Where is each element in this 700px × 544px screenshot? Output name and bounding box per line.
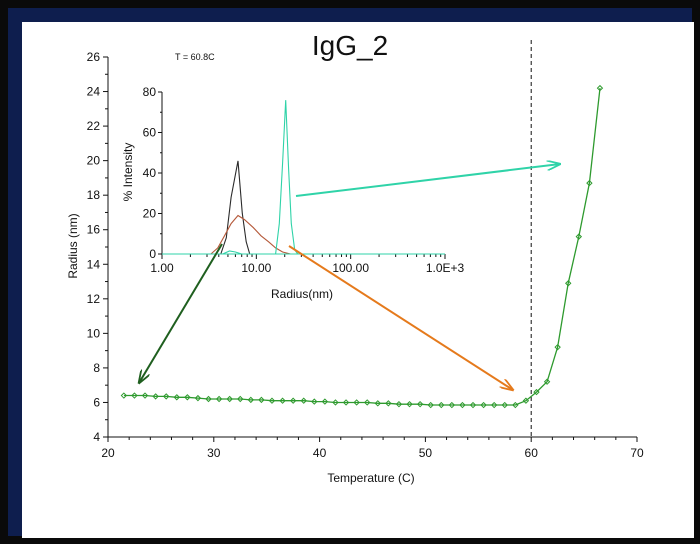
main-data-point xyxy=(512,401,519,409)
main-y-tick-label: 10 xyxy=(87,326,101,340)
main-data-point xyxy=(586,179,593,187)
inset-y-axis-label: % Intensity xyxy=(121,143,135,202)
dark-green-arrow xyxy=(139,243,223,383)
main-data-point xyxy=(533,388,540,396)
inset-series-line xyxy=(162,100,445,255)
inset-chart-axes xyxy=(161,92,445,255)
main-y-tick-label: 24 xyxy=(87,85,101,99)
main-data-point xyxy=(406,400,413,408)
main-data-point xyxy=(289,397,297,404)
main-data-point xyxy=(268,397,276,404)
main-data-point xyxy=(469,401,477,409)
main-y-tick-label: 16 xyxy=(87,223,101,237)
main-x-tick-label: 70 xyxy=(630,446,644,460)
main-data-point xyxy=(258,396,265,404)
main-data-point xyxy=(385,400,392,407)
chart-panel xyxy=(22,22,694,538)
inset-y-tick-label: 40 xyxy=(143,166,157,180)
inset-series-line xyxy=(162,160,445,255)
main-x-tick-label: 30 xyxy=(207,446,221,460)
teal-arrow xyxy=(295,164,560,197)
inset-y-tick-label: 0 xyxy=(149,247,156,261)
main-x-tick-label: 50 xyxy=(419,446,433,460)
inset-series-line xyxy=(162,250,445,255)
main-y-tick-label: 8 xyxy=(93,361,100,375)
inset-y-tick-label: 20 xyxy=(143,207,157,221)
main-data-point xyxy=(554,343,561,351)
main-x-tick-label: 40 xyxy=(313,446,327,460)
inset-series-line xyxy=(162,214,445,255)
main-x-axis-label: Temperature (C) xyxy=(327,471,414,485)
main-series-points xyxy=(120,84,604,409)
main-data-point xyxy=(332,399,339,406)
main-y-tick-label: 20 xyxy=(87,154,101,168)
slide-border xyxy=(8,8,694,538)
main-data-point xyxy=(395,400,403,408)
inset-y-tick-label: 60 xyxy=(143,126,157,140)
main-data-point xyxy=(131,392,138,399)
main-data-point xyxy=(522,397,530,404)
main-x-tick-label: 20 xyxy=(101,446,115,460)
inset-chart-ticks: 1.00 10.00 100.00 1.0E+3 0 20 40 60 80 xyxy=(143,85,465,275)
main-y-tick-label: 26 xyxy=(87,50,101,64)
main-x-tick-label: 60 xyxy=(525,446,539,460)
main-y-tick-label: 18 xyxy=(87,188,101,202)
main-data-point xyxy=(152,393,159,400)
main-data-point xyxy=(353,399,360,406)
main-y-tick-label: 22 xyxy=(87,119,101,133)
main-data-point xyxy=(215,395,223,403)
main-data-point xyxy=(459,401,466,409)
main-data-point xyxy=(374,400,381,407)
main-data-point xyxy=(184,394,191,401)
orange-arrow xyxy=(288,245,513,390)
inset-series-lines xyxy=(162,100,445,255)
inset-x-tick-label: 100.00 xyxy=(332,261,369,275)
main-data-point xyxy=(501,401,508,409)
main-data-point xyxy=(416,400,424,408)
main-y-tick-label: 14 xyxy=(87,257,101,271)
chart-title: IgG_2 xyxy=(312,30,388,61)
main-data-point xyxy=(194,394,202,402)
main-chart-axes xyxy=(107,57,637,438)
main-data-point xyxy=(141,392,149,399)
main-data-point xyxy=(279,397,286,404)
main-data-point xyxy=(490,401,498,409)
main-data-point xyxy=(321,398,329,405)
main-chart-ticks: 20 30 40 50 60 70 4 6 8 10 12 14 16 18 20 22 24 26 xyxy=(87,50,644,460)
main-data-point xyxy=(162,393,170,400)
main-data-point xyxy=(342,399,350,406)
inset-x-tick-label: 10.00 xyxy=(241,261,271,275)
main-y-axis-label: Radius (nm) xyxy=(66,213,80,278)
main-data-point xyxy=(448,401,456,409)
main-data-point xyxy=(237,395,244,403)
main-y-tick-label: 4 xyxy=(93,430,100,444)
main-data-point xyxy=(364,399,371,406)
inset-x-axis-label: Radius(nm) xyxy=(271,287,333,301)
main-y-tick-label: 12 xyxy=(87,292,101,306)
main-y-tick-label: 6 xyxy=(93,395,100,409)
main-data-point xyxy=(120,392,128,399)
main-data-point xyxy=(247,396,255,404)
main-data-point xyxy=(480,401,487,409)
main-data-point xyxy=(565,280,572,287)
inset-y-tick-label: 80 xyxy=(143,85,157,99)
inset-x-tick-label: 1.00 xyxy=(150,261,174,275)
main-data-point xyxy=(226,395,233,403)
main-data-point xyxy=(300,397,307,404)
main-data-point xyxy=(427,401,434,409)
main-data-point xyxy=(596,84,604,92)
main-data-point xyxy=(543,378,551,385)
main-data-point xyxy=(438,401,445,409)
inset-x-tick-label: 1.0E+3 xyxy=(426,261,465,275)
main-data-point xyxy=(575,233,583,240)
main-series-line xyxy=(123,88,601,406)
main-data-point xyxy=(311,398,318,405)
main-data-point xyxy=(205,395,212,403)
main-data-point xyxy=(173,394,180,401)
inset-title: T = 60.8C xyxy=(175,52,215,62)
